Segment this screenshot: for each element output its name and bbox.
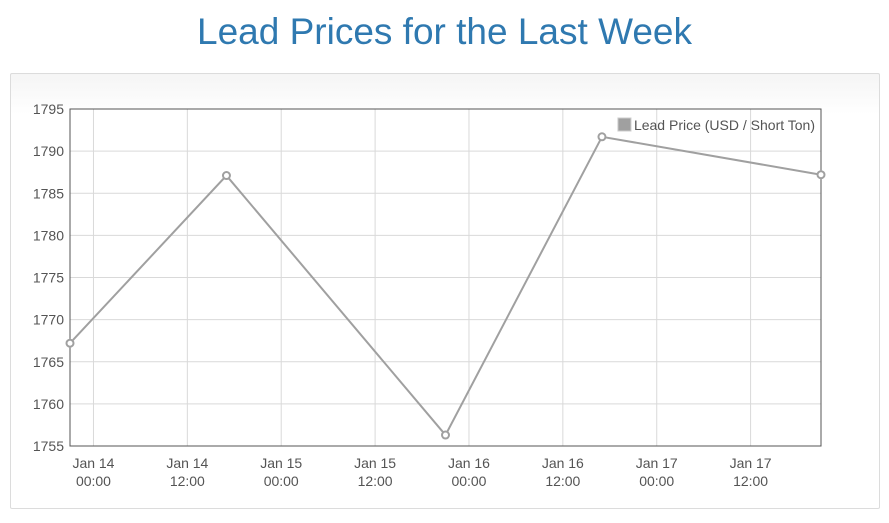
data-point — [65, 338, 75, 348]
y-tick-label: 1790 — [33, 143, 64, 159]
x-tick-label: 00:00 — [76, 473, 111, 489]
chart-panel: 1755 1760 1765 1770 1775 1780 1785 1790 1795 Jan … — [10, 73, 880, 509]
y-tick-label: 1775 — [33, 270, 64, 286]
y-tick-label: 1795 — [33, 101, 64, 117]
y-tick-label: 1760 — [33, 396, 64, 412]
x-tick-label: 12:00 — [545, 473, 580, 489]
data-point — [221, 171, 231, 181]
y-tick-label: 1785 — [33, 185, 64, 201]
line-chart: 1755 1760 1765 1770 1775 1780 1785 1790 1795 Jan … — [33, 101, 826, 489]
x-tick-label: Jan 14 — [166, 455, 208, 471]
x-tick-label: Jan 14 — [72, 455, 114, 471]
x-tick-label: Jan 17 — [730, 455, 772, 471]
x-tick-label: 00:00 — [451, 473, 486, 489]
legend-swatch — [617, 117, 632, 132]
y-tick-label: 1770 — [33, 312, 64, 328]
y-tick-label: 1755 — [33, 438, 64, 454]
x-tick-label: Jan 15 — [260, 455, 302, 471]
x-tick-label: Jan 15 — [354, 455, 396, 471]
y-tick-label: 1765 — [33, 354, 64, 370]
data-point — [816, 170, 826, 180]
x-tick-label: Jan 16 — [542, 455, 584, 471]
x-tick-label: 00:00 — [639, 473, 674, 489]
x-tick-label: 12:00 — [170, 473, 205, 489]
y-tick-label: 1780 — [33, 227, 64, 243]
data-point — [597, 132, 607, 142]
page-title: Lead Prices for the Last Week — [197, 11, 692, 52]
x-tick-label: 00:00 — [264, 473, 299, 489]
plot-border — [69, 108, 822, 447]
x-tick-label: 12:00 — [733, 473, 768, 489]
legend-label: Lead Price (USD / Short Ton) — [634, 117, 815, 133]
x-tick-label: 12:00 — [358, 473, 393, 489]
data-point — [441, 430, 450, 440]
x-tick-label: Jan 17 — [636, 455, 678, 471]
x-tick-label: Jan 16 — [448, 455, 490, 471]
